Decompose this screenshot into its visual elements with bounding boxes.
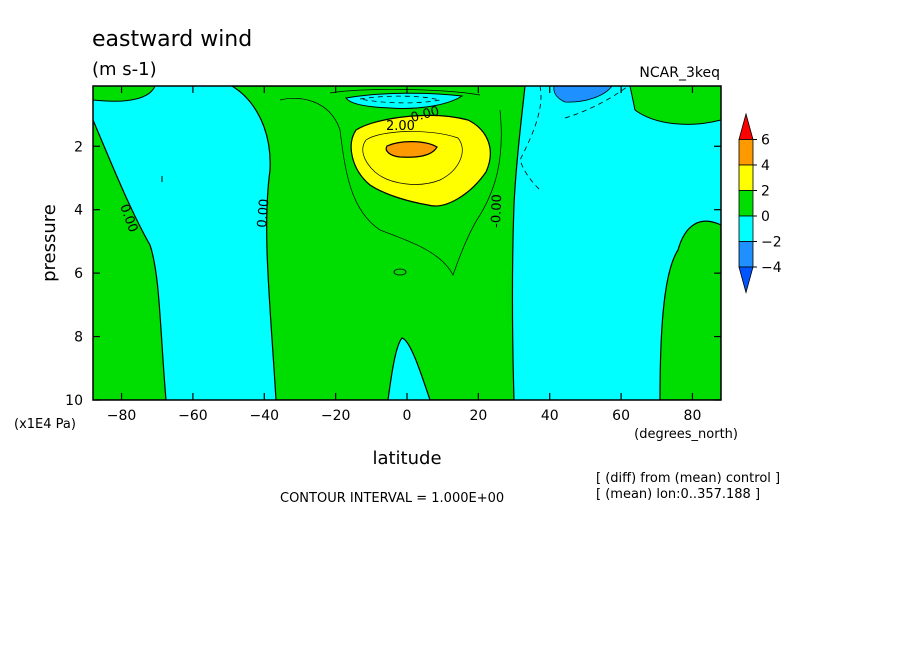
x-axis: −80 −60 −40 −20 0 20 40 60 80 xyxy=(107,86,702,424)
colorbar-label: −4 xyxy=(761,260,782,276)
x-axis-unit: (degrees_north) xyxy=(634,427,738,442)
contour-top-1 xyxy=(329,89,481,96)
note-diff: [ (diff) from (mean) control ] xyxy=(596,471,780,486)
contour-label: -0.00 xyxy=(489,194,505,228)
x-tick-label: −20 xyxy=(321,408,351,424)
contour-label: 0.00 xyxy=(255,198,272,228)
region-positive-right xyxy=(659,220,721,400)
colorbar-swatch xyxy=(738,266,754,295)
contour-label: 2.00 xyxy=(386,119,415,134)
contour-interval: CONTOUR INTERVAL = 1.000E+00 xyxy=(280,491,504,506)
colorbar-label: −2 xyxy=(761,235,782,251)
colorbar-swatch xyxy=(738,215,754,242)
y-tick-label: 6 xyxy=(74,266,83,282)
x-tick-label: −60 xyxy=(178,408,208,424)
contour-small-feature xyxy=(393,268,407,276)
y-axis-label: pressure xyxy=(39,204,60,282)
chart-units: (m s-1) xyxy=(92,59,157,80)
x-tick-label: 60 xyxy=(612,408,630,424)
y-tick-label: 8 xyxy=(74,330,83,346)
colorbar-label: 6 xyxy=(761,133,770,149)
y-tick-label: 4 xyxy=(74,203,83,219)
y-axis: 2 4 6 8 10 xyxy=(65,139,721,409)
colorbar-swatch xyxy=(738,139,754,166)
model-label: NCAR_3keq xyxy=(639,65,720,81)
region-2-to-4 xyxy=(350,114,491,207)
x-tick-label: −40 xyxy=(249,408,279,424)
contour-dashed-right-1 xyxy=(519,86,542,191)
y-axis-unit: (x1E4 Pa) xyxy=(14,417,76,432)
contour-labels: 0.00 0.00 0.00 2.00 -0.00 xyxy=(116,104,505,235)
colorbar: 6 4 2 0 −2 −4 xyxy=(738,112,782,295)
contour-dashed-right-2 xyxy=(564,86,629,119)
region-negative-topright xyxy=(553,86,613,103)
y-tick-label: 10 xyxy=(65,393,83,409)
colorbar-swatch xyxy=(738,241,754,268)
region-negative-topcenter xyxy=(345,92,464,109)
contour-3 xyxy=(362,131,463,185)
x-tick-label: 40 xyxy=(541,408,559,424)
colorbar-swatch xyxy=(738,112,754,140)
x-tick-label: −80 xyxy=(107,408,137,424)
x-tick-label: 80 xyxy=(684,408,702,424)
region-4-to-6 xyxy=(385,141,438,158)
x-tick-label: 20 xyxy=(469,408,487,424)
chart-title: eastward wind xyxy=(92,27,252,52)
contour-1 xyxy=(279,97,502,276)
contour-label: 0.00 xyxy=(409,104,441,126)
colorbar-label: 2 xyxy=(761,184,770,200)
colorbar-label: 4 xyxy=(761,158,770,174)
colorbar-swatch xyxy=(738,190,754,217)
contour-dashed-center xyxy=(359,95,441,104)
x-tick-label: 0 xyxy=(403,408,412,424)
colorbar-label: 0 xyxy=(761,209,770,225)
contour-field xyxy=(93,86,721,400)
region-positive-left xyxy=(93,119,167,400)
y-tick-label: 2 xyxy=(74,139,83,155)
note-mean: [ (mean) lon:0..357.188 ] xyxy=(596,487,760,502)
x-axis-label: latitude xyxy=(372,448,441,469)
colorbar-swatch xyxy=(738,164,754,191)
